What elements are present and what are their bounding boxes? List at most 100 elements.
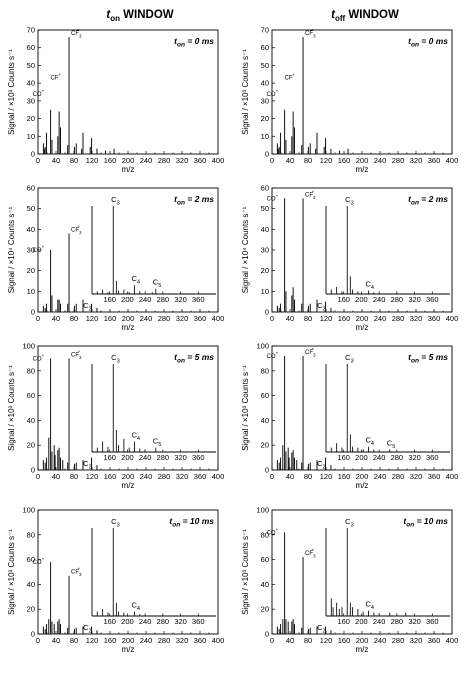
condition-label: ton = 10 ms	[169, 516, 214, 529]
x-tick-label: 400	[212, 636, 225, 645]
peak-label: CO+	[33, 557, 45, 567]
peak-label: CF+	[285, 72, 296, 82]
condition-sub: on	[411, 200, 419, 207]
condition-label: ton = 10 ms	[403, 516, 448, 529]
x-tick-label: 240	[140, 472, 153, 481]
peak-label-sup: +	[312, 28, 315, 33]
condition-var: t	[408, 36, 412, 46]
inset-peak-label-main: C	[111, 195, 117, 204]
x-tick-label: 240	[140, 636, 153, 645]
inset-peak-label-main: C	[132, 274, 138, 283]
peak-label-sup: +	[42, 557, 45, 562]
y-tick-label: 0	[31, 308, 35, 317]
inset-x-tick-label: 280	[157, 617, 170, 626]
chart-panel-0: 0 40 80 120 160 200 240 280 320 360 40001020304050…	[7, 26, 224, 175]
peak-label: CF3+	[71, 566, 82, 577]
peak-label-main: CO	[33, 248, 42, 254]
y-tick-label: 30	[261, 96, 269, 105]
x-tick-label: 360	[194, 314, 207, 323]
chart-panel-1: 0 40 80 120 160 200 240 280 320 360 40001020304050…	[241, 26, 458, 175]
x-tick-label: 120	[86, 156, 99, 165]
inset-x-tick-label: 200	[355, 295, 368, 304]
inset-peak-label: C3	[111, 195, 120, 207]
x-tick-label: 40	[286, 314, 294, 323]
inset-peak-label-main: C	[153, 437, 159, 446]
y-axis-label: Signal / ×10³ Counts s⁻¹	[241, 49, 250, 135]
inset-peak-label: C4	[132, 601, 141, 613]
peak-label-sup: +	[78, 349, 81, 354]
y-tick-label: 20	[261, 605, 269, 614]
peak-label-sup: +	[42, 88, 45, 93]
inset-peak-label-main: C	[345, 195, 351, 204]
plot-frame	[37, 345, 219, 471]
inset-x-tick-label: 160	[103, 295, 116, 304]
peak-label-main: C	[317, 459, 323, 468]
peak-label-main: C	[83, 301, 89, 310]
inset-peak-label-main: C	[132, 601, 138, 610]
y-tick-label: 60	[27, 43, 35, 52]
inset-peak-label: C3	[111, 353, 120, 365]
y-tick-label: 0	[265, 466, 269, 475]
inset-x-tick-label: 280	[157, 453, 170, 462]
inset-x-tick-label: 320	[174, 453, 187, 462]
chart-panel-3: 0 40 80 120 160 200 240 280 320 360 40001020304050…	[241, 184, 458, 333]
peak-label-sub: 2	[323, 629, 326, 635]
plot-frame	[271, 345, 453, 471]
x-tick-label: 280	[158, 472, 171, 481]
inset-x-tick-label: 160	[337, 295, 350, 304]
x-tick-label: 40	[52, 472, 60, 481]
condition-label: ton = 5 ms	[408, 352, 448, 365]
inset-peak-label-sub: 5	[158, 442, 161, 448]
peak-label: CF3+	[305, 189, 316, 200]
x-tick-label: 120	[320, 314, 333, 323]
x-tick-label: 240	[374, 314, 387, 323]
inset-peak-label: C5	[387, 438, 396, 450]
inset-x-tick-label: 360	[426, 453, 439, 462]
peak-label-main: CF	[51, 75, 59, 81]
inset-x-tick-label: 200	[355, 617, 368, 626]
y-tick-label: 40	[27, 580, 35, 589]
x-tick-label: 120	[86, 636, 99, 645]
peak-label-sub: 3	[313, 554, 316, 559]
peak-label-main: CF	[305, 31, 313, 37]
column-title-sub: on	[110, 14, 120, 23]
peak-label-main: CF	[305, 192, 313, 198]
peak-label-main: CO	[33, 560, 42, 566]
inset-x-tick-label: 360	[426, 617, 439, 626]
inset-peak-label: C4	[366, 600, 375, 612]
peak-label-sub: 2	[323, 465, 326, 471]
peak-label-main: CF	[71, 570, 79, 576]
y-tick-label: 50	[27, 61, 35, 70]
x-tick-label: 240	[140, 156, 153, 165]
x-axis-label: m/z	[356, 165, 369, 174]
inset-x-tick-label: 360	[192, 617, 205, 626]
inset-x-tick-label: 240	[139, 617, 152, 626]
x-tick-label: 80	[304, 156, 312, 165]
peak-label: CF3+	[305, 28, 316, 39]
x-tick-label: 160	[338, 314, 351, 323]
inset-peak-label-sub: 3	[117, 201, 120, 207]
x-tick-label: 0	[36, 314, 40, 323]
condition-value: = 5 ms	[419, 352, 448, 362]
inset-peak-label-main: C	[387, 438, 393, 447]
inset-x-tick-label: 280	[157, 295, 170, 304]
inset-x-tick-label: 160	[103, 617, 116, 626]
inset-x-tick-label: 240	[373, 453, 386, 462]
y-tick-label: 20	[27, 441, 35, 450]
x-tick-label: 320	[410, 156, 423, 165]
y-tick-label: 20	[27, 114, 35, 123]
inset-peak-label-main: C	[366, 600, 372, 609]
inset-peak-label: C3	[345, 353, 354, 365]
x-tick-label: 120	[320, 156, 333, 165]
inset-x-tick-label: 240	[139, 295, 152, 304]
x-tick-label: 200	[356, 636, 369, 645]
condition-value: = 10 ms	[414, 516, 448, 526]
condition-var: t	[408, 352, 412, 362]
inset-peak-label-main: C	[132, 430, 138, 439]
x-tick-label: 80	[304, 314, 312, 323]
peak-label: CO+	[267, 88, 279, 98]
y-tick-label: 30	[261, 246, 269, 255]
condition-label: ton = 2 ms	[408, 194, 448, 207]
x-tick-label: 80	[70, 472, 78, 481]
y-tick-label: 60	[27, 391, 35, 400]
